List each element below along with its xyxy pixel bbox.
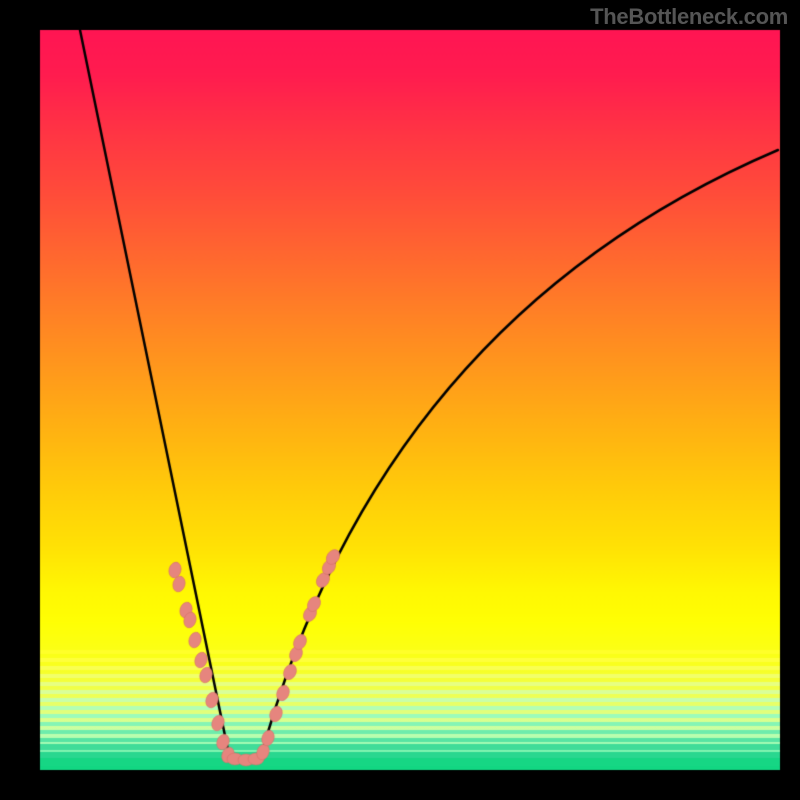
chart-container: TheBottleneck.com — [0, 0, 800, 800]
chart-plot-canvas — [0, 0, 800, 800]
